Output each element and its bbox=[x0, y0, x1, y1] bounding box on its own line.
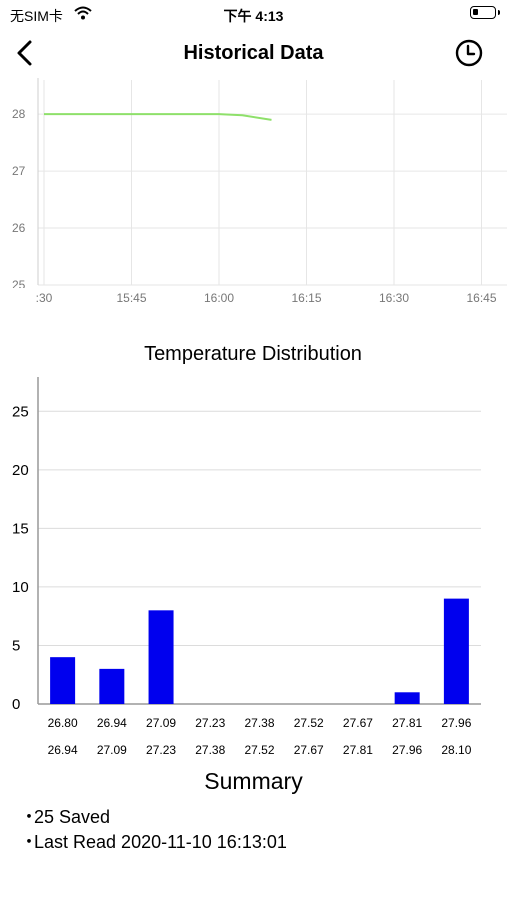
x-tick-label: 16:45 bbox=[466, 291, 496, 305]
status-bar: 无SIM卡 下午 4:13 bbox=[0, 0, 507, 28]
bin-end-label: 27.96 bbox=[392, 743, 422, 757]
battery-level bbox=[473, 9, 478, 15]
summary-last-read-text: Last Read 2020-11-10 16:13:01 bbox=[34, 832, 287, 852]
y-tick-label: 28 bbox=[12, 107, 26, 121]
summary-saved-text: 25 Saved bbox=[34, 807, 111, 827]
battery-icon bbox=[470, 6, 500, 19]
histogram-bar bbox=[99, 668, 125, 704]
back-button[interactable] bbox=[12, 36, 42, 70]
series-line bbox=[44, 113, 272, 121]
bullet: ・ bbox=[20, 832, 38, 852]
chevron-left-icon bbox=[17, 40, 32, 66]
page-title: Historical Data bbox=[183, 42, 324, 64]
bin-end-label: 27.38 bbox=[195, 743, 225, 757]
y-tick-label: 26 bbox=[12, 221, 26, 235]
battery-nub bbox=[498, 10, 500, 15]
x-tick-label: 15:45 bbox=[116, 291, 146, 305]
bin-start-label: 27.52 bbox=[294, 716, 324, 730]
bin-start-label: 27.81 bbox=[392, 716, 422, 730]
y-tick-label: 15 bbox=[12, 520, 29, 537]
temperature-distribution-chart: Temperature Distribution 0 5 10 15 20 25 26.80 2… bbox=[12, 343, 481, 757]
nav-bar: Historical Data bbox=[0, 28, 507, 78]
bin-start-label: 26.80 bbox=[48, 716, 78, 730]
x-tick-label: :30 bbox=[36, 291, 53, 305]
y-tick-label: 10 bbox=[12, 579, 29, 596]
bin-start-label: 27.67 bbox=[343, 716, 373, 730]
bin-end-label: 27.09 bbox=[97, 743, 127, 757]
x-tick-label: 16:30 bbox=[379, 291, 409, 305]
bin-end-label: 27.67 bbox=[294, 743, 324, 757]
y-tick-label: 20 bbox=[12, 462, 29, 479]
y-tick-label: 25 bbox=[12, 403, 29, 420]
bin-start-label: 27.09 bbox=[146, 716, 176, 730]
summary-item-last-read: ・Last Read 2020-11-10 16:13:01 bbox=[20, 830, 507, 855]
x-tick-label: 16:00 bbox=[204, 291, 234, 305]
y-tick-label: 27 bbox=[12, 164, 26, 178]
summary-item-saved: ・25 Saved bbox=[20, 805, 507, 830]
bin-start-label: 27.96 bbox=[441, 716, 471, 730]
y-tick-label: 0 bbox=[12, 696, 20, 713]
summary-heading: Summary bbox=[204, 768, 303, 794]
bin-end-label: 27.81 bbox=[343, 743, 373, 757]
bin-end-label: 27.52 bbox=[244, 743, 274, 757]
status-time: 下午 4:13 bbox=[223, 8, 284, 24]
bullet: ・ bbox=[20, 807, 38, 827]
histogram-bar bbox=[50, 657, 76, 704]
summary-list: ・25 Saved ・Last Read 2020-11-10 16:13:01 bbox=[0, 805, 507, 855]
history-button[interactable] bbox=[454, 38, 484, 68]
bin-start-label: 26.94 bbox=[97, 716, 127, 730]
histogram-bar bbox=[443, 598, 469, 704]
label-clip bbox=[0, 288, 36, 308]
bin-start-label: 27.38 bbox=[244, 716, 274, 730]
carrier-label: 无SIM卡 bbox=[10, 8, 63, 24]
bin-end-label: 26.94 bbox=[48, 743, 78, 757]
summary-section: Summary ・25 Saved ・Last Read 2020-11-10 … bbox=[0, 768, 507, 855]
bin-start-label: 27.23 bbox=[195, 716, 225, 730]
wifi-icon bbox=[74, 6, 92, 25]
histogram-bar bbox=[394, 692, 420, 704]
chart-title: Temperature Distribution bbox=[144, 343, 362, 365]
bin-end-label: 27.23 bbox=[146, 743, 176, 757]
clock-icon bbox=[455, 39, 483, 67]
histogram-bar bbox=[148, 610, 174, 704]
bin-end-label: 28.10 bbox=[441, 743, 471, 757]
y-tick-label: 5 bbox=[12, 637, 20, 654]
x-tick-label: 16:15 bbox=[291, 291, 321, 305]
